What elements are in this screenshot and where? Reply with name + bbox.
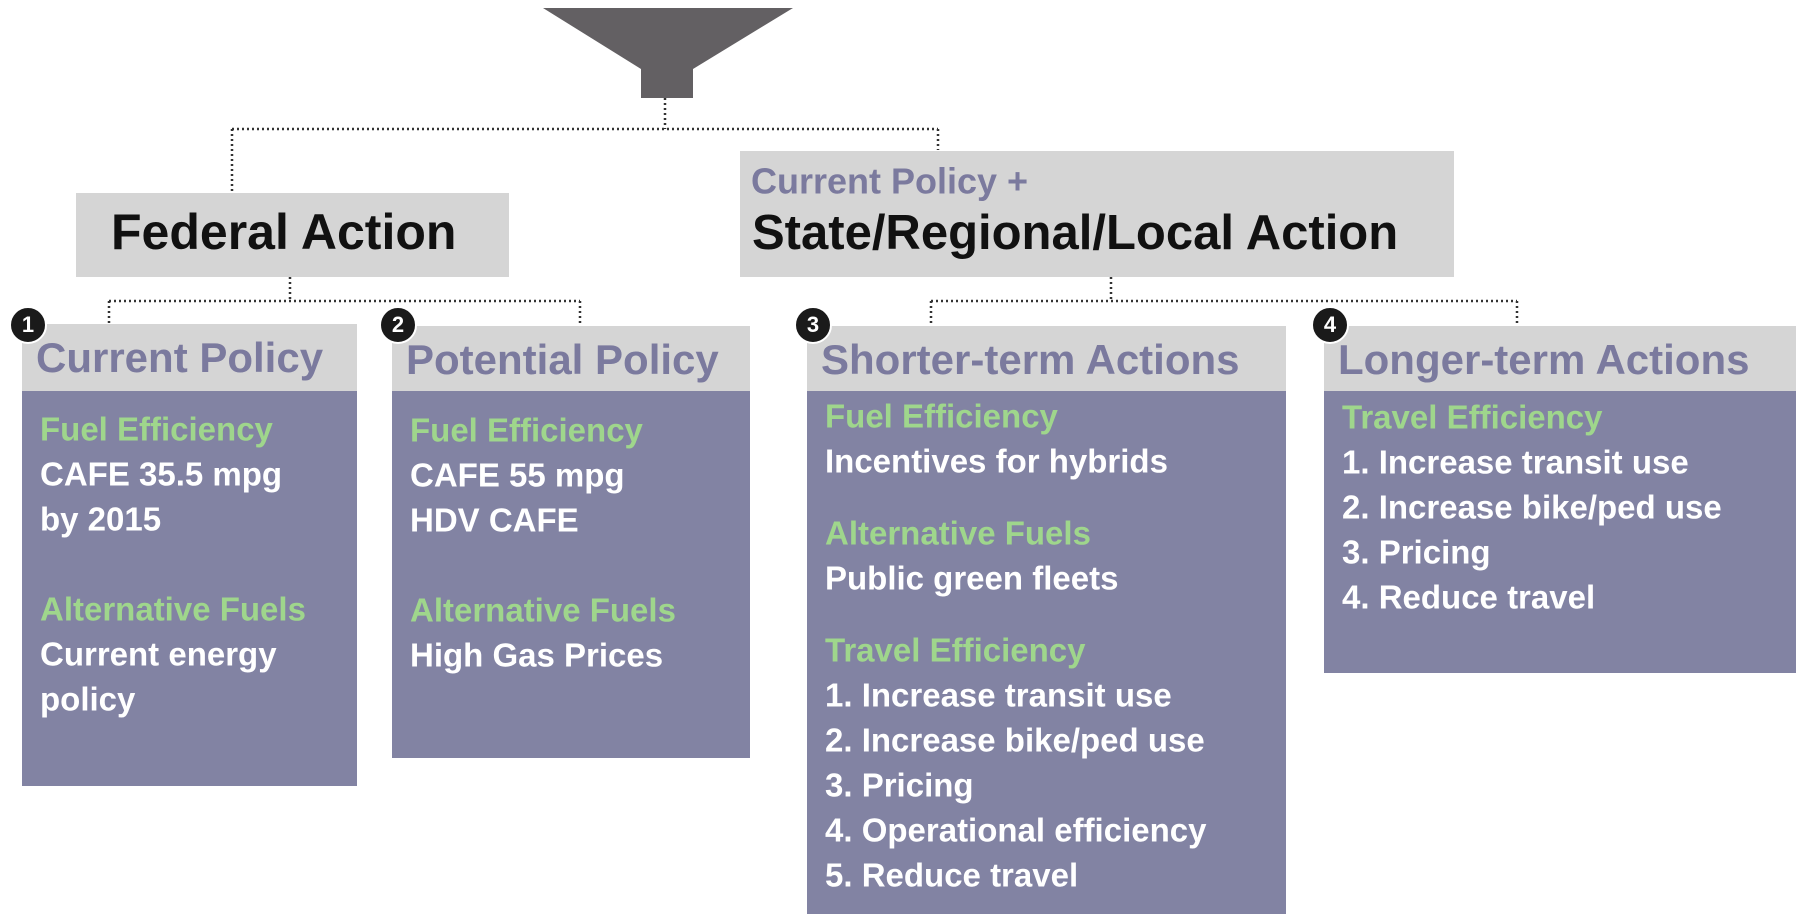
section-line: policy <box>40 681 136 718</box>
federal-box <box>76 193 509 277</box>
section-line: High Gas Prices <box>410 637 663 674</box>
section-line: 4. Reduce travel <box>1342 579 1595 616</box>
box-header <box>22 324 357 391</box>
number-badge <box>9 306 47 344</box>
box-title: Potential Policy <box>406 336 719 383</box>
section-line: CAFE 35.5 mpg <box>40 456 282 493</box>
section-line: 3. Pricing <box>825 767 974 804</box>
section-line: Current energy <box>40 636 277 673</box>
box-body <box>392 391 750 758</box>
connector <box>107 277 582 325</box>
section-heading: Alternative Fuels <box>825 515 1091 552</box>
connector <box>230 98 940 193</box>
section-heading: Fuel Efficiency <box>410 412 644 449</box>
section-line: 2. Increase bike/ped use <box>1342 489 1722 526</box>
box-title: Shorter-term Actions <box>821 336 1240 383</box>
box-header <box>807 326 1286 391</box>
section-heading: Alternative Fuels <box>40 591 306 628</box>
section-line: 4. Operational efficiency <box>825 812 1207 849</box>
section-heading: Travel Efficiency <box>825 632 1086 669</box>
number-badge <box>379 306 417 344</box>
section-line: 5. Reduce travel <box>825 857 1078 894</box>
section-line: 3. Pricing <box>1342 534 1491 571</box>
section-line: HDV CAFE <box>410 502 579 539</box>
section-line: 1. Increase transit use <box>1342 444 1689 481</box>
number-label: 2 <box>392 312 404 337</box>
box-title: Longer-term Actions <box>1338 336 1749 383</box>
box-body <box>807 391 1286 914</box>
state-box <box>740 151 1454 277</box>
connector <box>929 277 1519 325</box>
state-title: State/Regional/Local Action <box>752 206 1398 260</box>
section-heading: Fuel Efficiency <box>40 411 274 448</box>
box-header <box>392 326 750 391</box>
section-line: 1. Increase transit use <box>825 677 1172 714</box>
section-line: Public green fleets <box>825 560 1118 597</box>
number-badge <box>1311 306 1349 344</box>
section-heading: Alternative Fuels <box>410 592 676 629</box>
funnel-icon <box>543 8 793 98</box>
section-line: 2. Increase bike/ped use <box>825 722 1205 759</box>
box-body <box>22 391 357 786</box>
section-line: CAFE 55 mpg <box>410 457 625 494</box>
section-line: Incentives for hybrids <box>825 443 1168 480</box>
box-body <box>1324 391 1796 673</box>
number-label: 1 <box>22 312 34 337</box>
box-header <box>1324 326 1796 391</box>
box-title: Current Policy <box>36 334 324 381</box>
federal-title: Federal Action <box>111 204 456 260</box>
number-label: 4 <box>1324 312 1337 337</box>
state-subtitle: Current Policy + <box>751 161 1028 202</box>
number-label: 3 <box>807 312 819 337</box>
number-badge <box>794 306 832 344</box>
section-heading: Travel Efficiency <box>1342 399 1603 436</box>
section-line: by 2015 <box>40 501 161 538</box>
section-heading: Fuel Efficiency <box>825 398 1059 435</box>
